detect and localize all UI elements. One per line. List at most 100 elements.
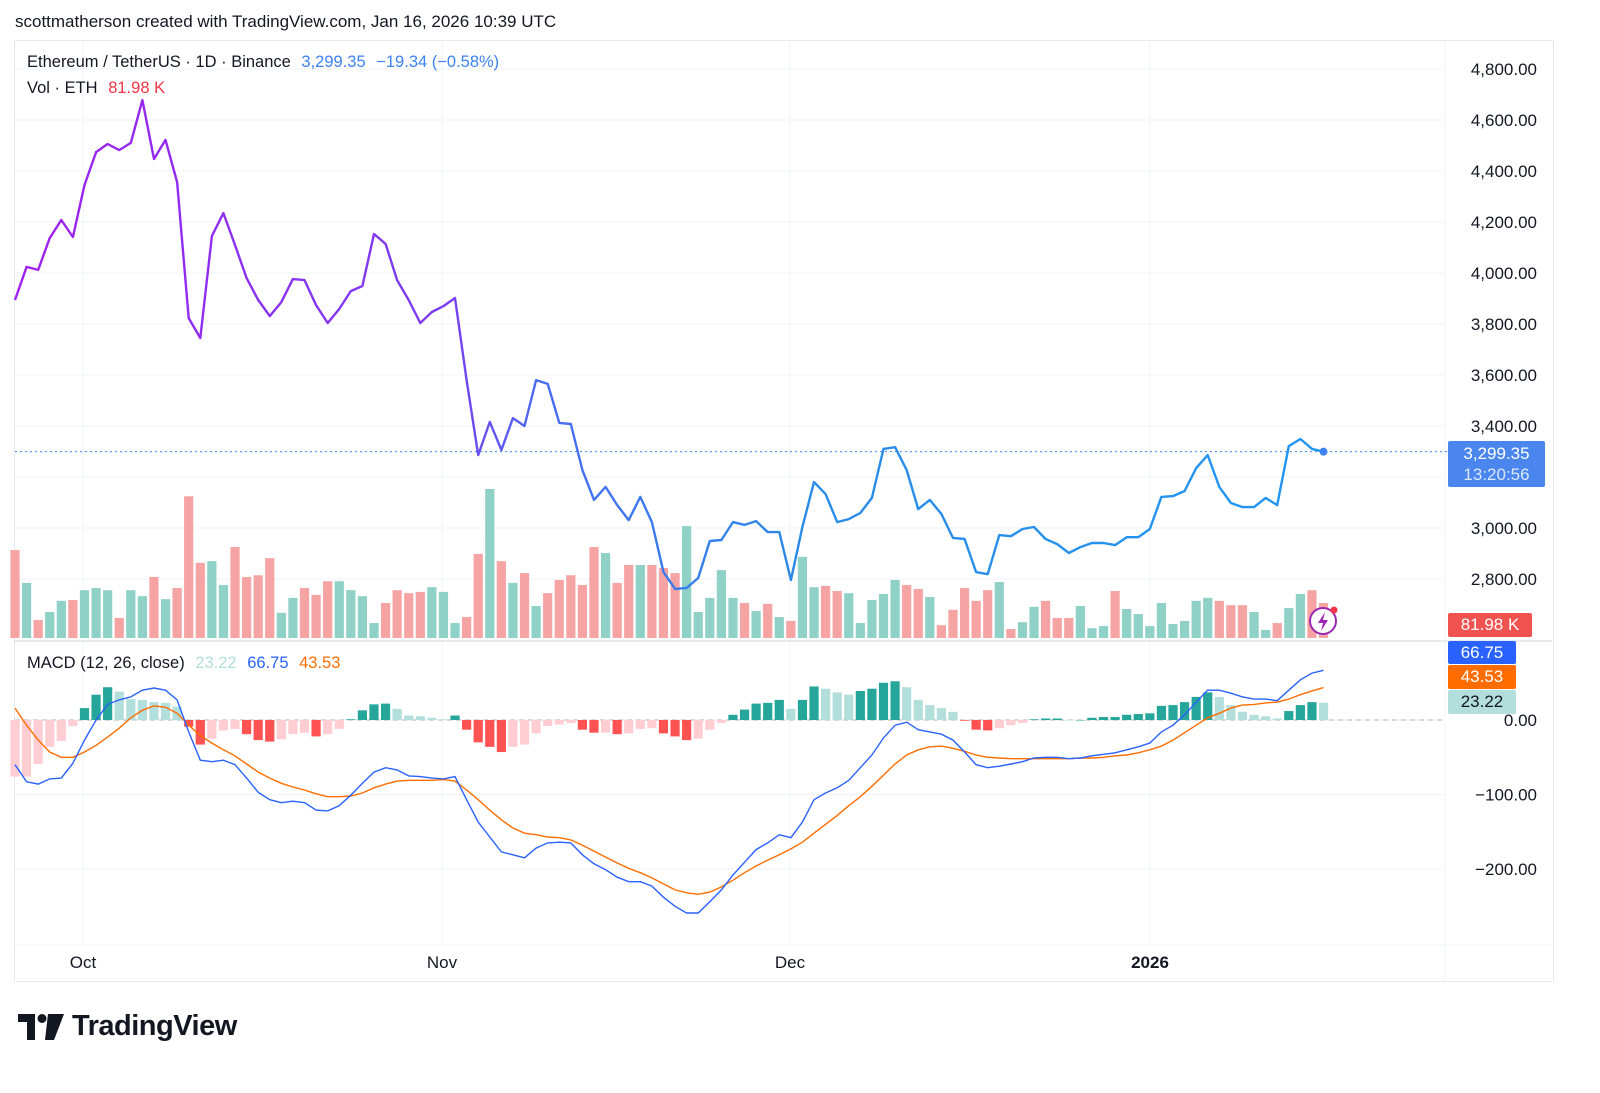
macd-line bbox=[14, 669, 1324, 914]
macd-histogram-bar bbox=[809, 686, 819, 720]
macd-histogram-bar bbox=[600, 720, 611, 733]
macd-histogram-bar bbox=[68, 720, 78, 726]
volume-tag: 81.98 K bbox=[1448, 613, 1532, 637]
volume-bar bbox=[1122, 608, 1132, 638]
volume-bar bbox=[774, 617, 784, 638]
volume-bar bbox=[971, 600, 981, 638]
macd-histogram-bar bbox=[103, 687, 113, 720]
volume-bar bbox=[531, 605, 541, 638]
volume-legend: Vol · ETH 81.98 K bbox=[27, 79, 171, 98]
macd-label[interactable]: MACD (12, 26, close) bbox=[27, 654, 185, 672]
price-change: −19.34 (−0.58%) bbox=[376, 53, 500, 71]
volume-bar bbox=[496, 561, 506, 638]
time-axis-label: Dec bbox=[775, 953, 806, 972]
macd-histogram-bar bbox=[1052, 718, 1062, 720]
price-axis-label: 4,800.00 bbox=[1471, 60, 1537, 79]
volume-bar bbox=[670, 573, 680, 638]
macd-histogram-bar bbox=[948, 711, 958, 720]
macd-histogram-bar bbox=[844, 694, 854, 720]
histogram-tag: 23.22 bbox=[1448, 690, 1516, 714]
macd-histogram-bar bbox=[369, 704, 379, 720]
volume-bar bbox=[346, 590, 356, 638]
volume-bar bbox=[126, 590, 136, 638]
macd-histogram-bar bbox=[508, 720, 518, 747]
time-axis-label: 2026 bbox=[1131, 953, 1169, 972]
macd-histogram-bar bbox=[647, 720, 657, 729]
volume-bar bbox=[276, 612, 286, 638]
volume-bar bbox=[589, 547, 599, 638]
macd-histogram-bar bbox=[577, 720, 588, 730]
volume-bar bbox=[1110, 591, 1120, 638]
volume-bar bbox=[415, 591, 425, 638]
macd-histogram-bar bbox=[149, 702, 159, 720]
macd-histogram-bar bbox=[160, 702, 171, 720]
macd-histogram-bar bbox=[1075, 720, 1085, 721]
macd-histogram-bar bbox=[531, 720, 541, 734]
macd-histogram-bar bbox=[1122, 714, 1132, 720]
volume-bar bbox=[983, 590, 993, 638]
price-tag: 3,299.35 13:20:56 bbox=[1448, 441, 1545, 487]
volume-label[interactable]: Vol · ETH bbox=[27, 79, 98, 97]
volume-bar bbox=[658, 567, 669, 638]
volume-bar bbox=[925, 597, 935, 638]
volume-bar bbox=[427, 587, 437, 638]
last-price-dot bbox=[1319, 447, 1328, 456]
macd-histogram-bar bbox=[404, 715, 414, 720]
macd-histogram-bar bbox=[867, 688, 877, 720]
macd-axis-label: −100.00 bbox=[1475, 786, 1537, 805]
volume-bar bbox=[485, 489, 495, 638]
macd-histogram-bar bbox=[728, 714, 738, 720]
macd-histogram-bar bbox=[1145, 713, 1155, 720]
volume-bar bbox=[1052, 617, 1062, 638]
volume-bar bbox=[519, 573, 530, 638]
volume-bar bbox=[1237, 605, 1248, 638]
price-line bbox=[13, 98, 1324, 591]
macd-histogram-bar bbox=[1261, 716, 1271, 720]
volume-bar bbox=[1191, 600, 1201, 638]
macd-histogram-bar bbox=[1017, 720, 1028, 723]
volume-bar bbox=[832, 591, 842, 638]
macd-histogram-bar bbox=[450, 715, 460, 720]
macd-histogram-bar bbox=[543, 720, 553, 726]
macd-histogram-bar bbox=[1191, 696, 1201, 720]
price-axis-label: 4,200.00 bbox=[1471, 213, 1537, 232]
macd-histogram-bar bbox=[1284, 711, 1294, 720]
macd-histogram-bar bbox=[612, 720, 622, 735]
volume-bar bbox=[867, 600, 877, 638]
price-axis-label: 4,400.00 bbox=[1471, 162, 1537, 181]
volume-bar bbox=[1179, 620, 1190, 638]
volume-bar bbox=[195, 562, 205, 638]
volume-bar bbox=[855, 623, 865, 638]
volume-bar bbox=[693, 611, 703, 638]
volume-bar bbox=[1098, 626, 1109, 638]
volume-bar bbox=[936, 625, 946, 638]
macd-tag: 66.75 bbox=[1448, 641, 1516, 664]
lightning-icon[interactable] bbox=[1309, 606, 1338, 635]
volume-bar bbox=[635, 564, 645, 638]
price-axis-label: 3,000.00 bbox=[1471, 519, 1537, 538]
macd-histogram-bar bbox=[1226, 705, 1236, 720]
volume-bar bbox=[913, 588, 923, 638]
volume-bar bbox=[1075, 605, 1085, 638]
macd-histogram-bar bbox=[878, 682, 889, 720]
price-axis-label: 4,000.00 bbox=[1471, 264, 1537, 283]
volume-bar bbox=[763, 603, 773, 638]
volume-bar bbox=[137, 596, 147, 638]
macd-histogram-bar bbox=[346, 719, 356, 720]
lightning-bolt bbox=[1318, 612, 1328, 631]
macd-histogram-bar bbox=[1295, 705, 1305, 720]
macd-histogram-bar bbox=[936, 708, 946, 720]
signal-tag: 43.53 bbox=[1448, 665, 1516, 689]
tradingview-logo[interactable]: TradingView bbox=[18, 1010, 237, 1043]
macd-histogram-bar bbox=[1237, 711, 1248, 720]
macd-histogram-bar bbox=[624, 720, 634, 734]
volume-bar bbox=[1029, 606, 1039, 638]
symbol-title[interactable]: Ethereum / TetherUS · 1D · Binance bbox=[27, 53, 291, 71]
macd-histogram-bar bbox=[1087, 717, 1097, 720]
volume-bar bbox=[1284, 608, 1294, 638]
volume-bar bbox=[902, 585, 912, 638]
time-axis-label: Oct bbox=[70, 953, 97, 972]
macd-histogram-bar bbox=[1029, 719, 1039, 720]
macd-histogram-bar bbox=[21, 720, 32, 777]
